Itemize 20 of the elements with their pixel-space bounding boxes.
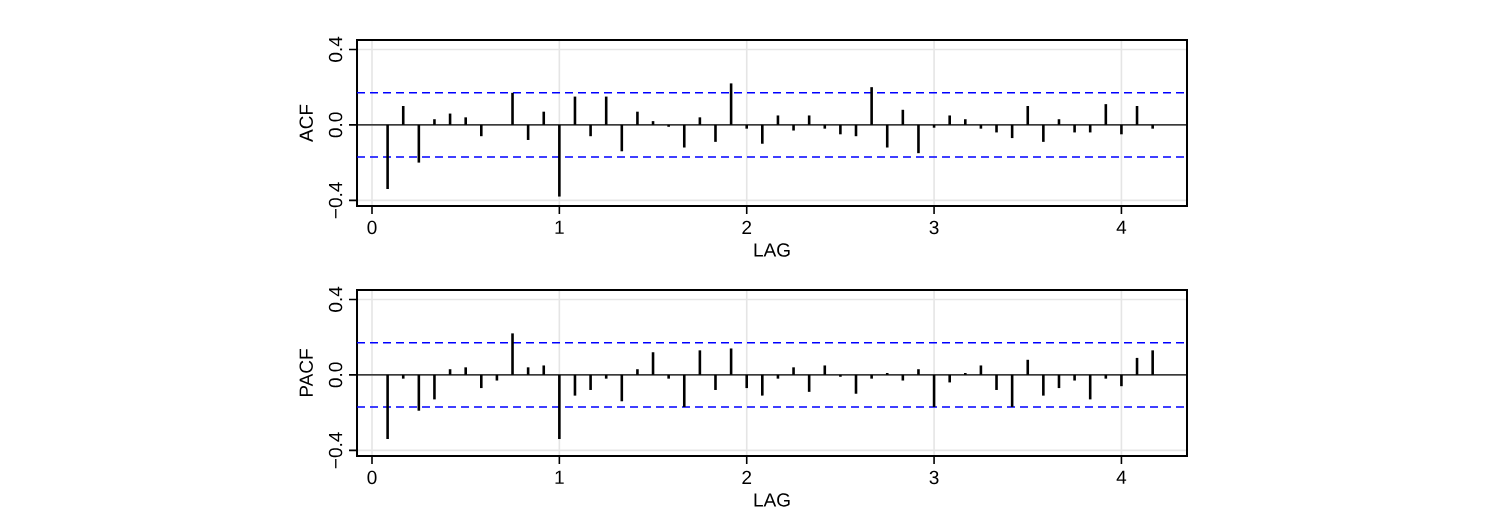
x-axis-title: LAG: [754, 243, 790, 257]
y-axis-title: ACF: [299, 104, 313, 142]
x-tick-label: 4: [1116, 220, 1127, 234]
x-tick-label: 3: [929, 470, 939, 485]
y-tick-label: −0.4: [328, 432, 343, 469]
x-tick-label: 0: [367, 220, 377, 235]
x-tick-label: 0: [367, 470, 377, 485]
x-tick-label: 2: [742, 220, 752, 234]
y-tick-label: −0.4: [328, 182, 343, 219]
y-tick-label: 0.4: [328, 36, 343, 62]
x-tick-label: 4: [1116, 470, 1127, 484]
y-axis-title: PACF: [299, 349, 313, 397]
x-tick-label: 2: [742, 470, 752, 484]
y-tick-label: 0.0: [328, 362, 343, 388]
y-tick-label: 0.0: [328, 112, 343, 138]
x-tick-label: 3: [929, 220, 939, 235]
x-axis-title: LAG: [754, 493, 790, 507]
y-tick-label: 0.4: [328, 286, 343, 312]
x-tick-label: 1: [555, 220, 564, 234]
x-tick-label: 1: [555, 470, 564, 484]
